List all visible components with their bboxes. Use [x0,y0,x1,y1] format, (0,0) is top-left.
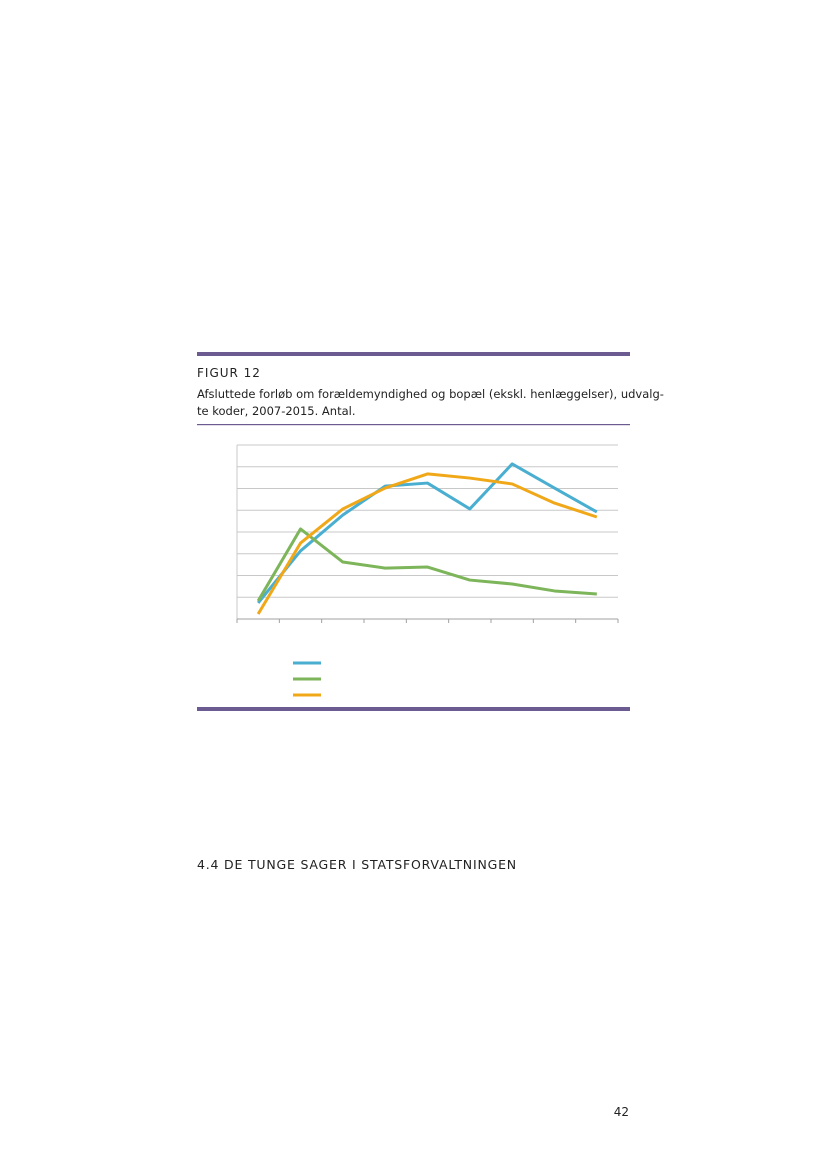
data-line [257,462,598,604]
caption-rule [197,424,630,426]
section-heading: 4.4 DE TUNGE SAGER I STATSFORVALTNINGEN [197,857,517,872]
data-line [256,527,597,602]
data-line [256,472,598,615]
page-number: 42 [614,1105,629,1119]
top-rule [197,352,630,356]
chart [236,444,619,697]
caption-line: te koder, 2007-2015. Antal. [197,404,356,418]
bottom-rule [197,707,630,711]
caption-line: Afsluttede forløb om forældemyndighed og… [197,387,664,401]
figure-label: FIGUR 12 [197,366,261,380]
